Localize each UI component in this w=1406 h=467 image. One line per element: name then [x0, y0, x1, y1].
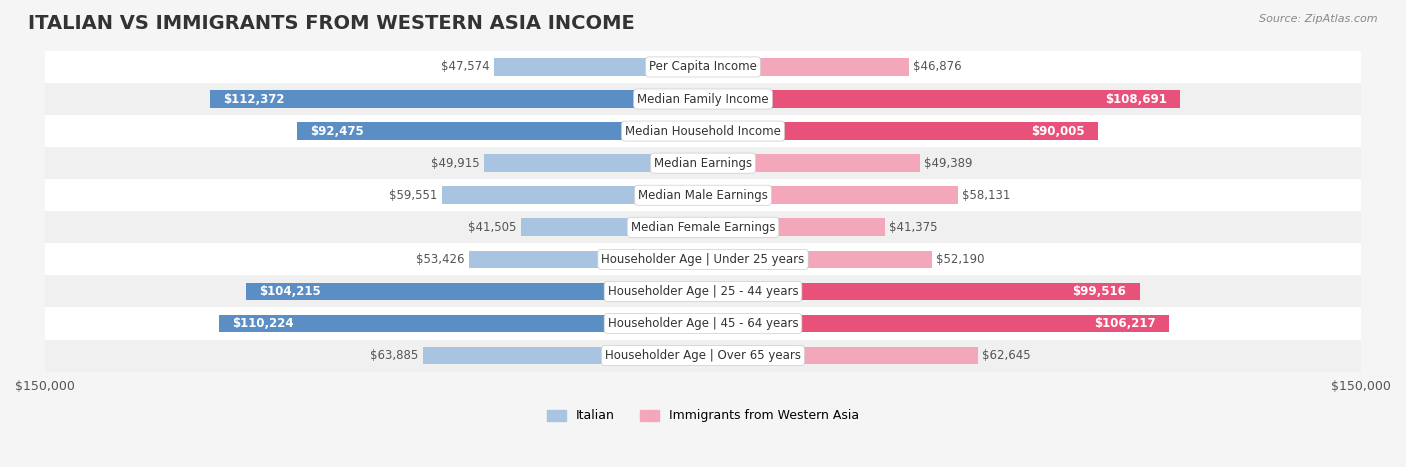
Text: $41,505: $41,505	[468, 221, 516, 234]
Bar	[45, 115, 1361, 147]
Text: Median Male Earnings: Median Male Earnings	[638, 189, 768, 202]
Text: Source: ZipAtlas.com: Source: ZipAtlas.com	[1260, 14, 1378, 24]
Bar	[45, 340, 1361, 372]
Text: Median Family Income: Median Family Income	[637, 92, 769, 106]
Text: Median Earnings: Median Earnings	[654, 156, 752, 170]
Text: $112,372: $112,372	[224, 92, 284, 106]
Bar	[484, 154, 703, 172]
Text: $90,005: $90,005	[1031, 125, 1084, 138]
Text: $106,217: $106,217	[1094, 317, 1156, 330]
Text: $63,885: $63,885	[370, 349, 419, 362]
Bar	[45, 307, 1361, 340]
Text: Householder Age | 25 - 44 years: Householder Age | 25 - 44 years	[607, 285, 799, 298]
Bar	[45, 147, 1361, 179]
Text: Median Household Income: Median Household Income	[626, 125, 780, 138]
Text: $53,426: $53,426	[416, 253, 464, 266]
Text: Median Female Earnings: Median Female Earnings	[631, 221, 775, 234]
Bar	[219, 315, 703, 333]
Text: Householder Age | Under 25 years: Householder Age | Under 25 years	[602, 253, 804, 266]
Bar	[45, 211, 1361, 243]
Text: $110,224: $110,224	[232, 317, 294, 330]
Bar	[45, 51, 1361, 83]
Bar	[423, 347, 703, 364]
Bar	[441, 186, 703, 204]
Text: $47,574: $47,574	[441, 60, 489, 73]
Text: $58,131: $58,131	[963, 189, 1011, 202]
Bar	[703, 347, 977, 364]
Bar	[703, 315, 1168, 333]
Bar	[703, 186, 957, 204]
Text: Householder Age | 45 - 64 years: Householder Age | 45 - 64 years	[607, 317, 799, 330]
Legend: Italian, Immigrants from Western Asia: Italian, Immigrants from Western Asia	[543, 404, 863, 427]
Bar	[45, 179, 1361, 211]
Text: Householder Age | Over 65 years: Householder Age | Over 65 years	[605, 349, 801, 362]
Text: $99,516: $99,516	[1073, 285, 1126, 298]
Text: $52,190: $52,190	[936, 253, 984, 266]
Text: $49,389: $49,389	[924, 156, 973, 170]
Bar	[45, 276, 1361, 307]
Text: $46,876: $46,876	[912, 60, 962, 73]
Bar	[703, 90, 1180, 108]
Bar	[703, 122, 1098, 140]
Bar	[703, 58, 908, 76]
Text: $108,691: $108,691	[1105, 92, 1167, 106]
Text: $59,551: $59,551	[389, 189, 437, 202]
Bar	[468, 251, 703, 268]
Text: $92,475: $92,475	[311, 125, 364, 138]
Text: $41,375: $41,375	[889, 221, 938, 234]
Bar	[45, 243, 1361, 276]
Bar	[703, 219, 884, 236]
Bar	[703, 283, 1140, 300]
Bar	[703, 154, 920, 172]
Text: $62,645: $62,645	[983, 349, 1031, 362]
Text: $104,215: $104,215	[259, 285, 321, 298]
Bar	[495, 58, 703, 76]
Text: $49,915: $49,915	[432, 156, 479, 170]
Bar	[45, 83, 1361, 115]
Bar	[209, 90, 703, 108]
Bar	[297, 122, 703, 140]
Text: ITALIAN VS IMMIGRANTS FROM WESTERN ASIA INCOME: ITALIAN VS IMMIGRANTS FROM WESTERN ASIA …	[28, 14, 636, 33]
Bar	[246, 283, 703, 300]
Text: Per Capita Income: Per Capita Income	[650, 60, 756, 73]
Bar	[520, 219, 703, 236]
Bar	[703, 251, 932, 268]
